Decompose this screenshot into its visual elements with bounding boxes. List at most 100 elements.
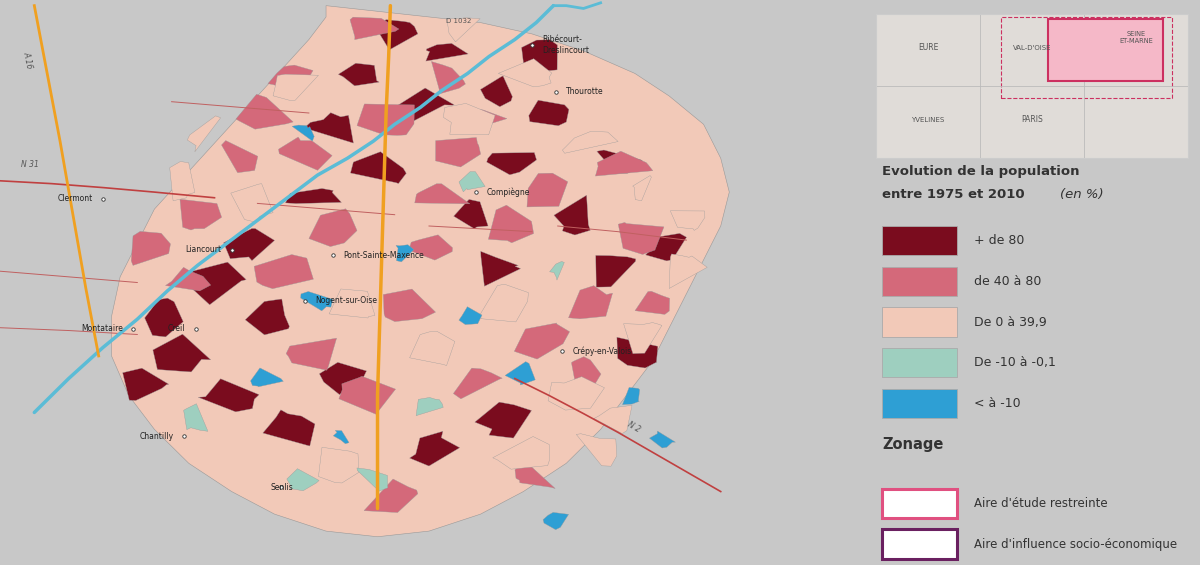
- Polygon shape: [505, 362, 535, 385]
- Polygon shape: [522, 40, 557, 72]
- Text: Ribécourt-
Dreslincourt: Ribécourt- Dreslincourt: [542, 36, 589, 55]
- Polygon shape: [646, 233, 686, 261]
- Polygon shape: [184, 262, 246, 305]
- Text: Creil: Creil: [168, 324, 185, 333]
- Polygon shape: [122, 368, 169, 401]
- Text: De 0 à 39,9: De 0 à 39,9: [974, 315, 1048, 329]
- Polygon shape: [223, 228, 275, 260]
- Polygon shape: [112, 6, 730, 537]
- Polygon shape: [274, 74, 318, 101]
- Text: < à -10: < à -10: [974, 397, 1021, 410]
- Polygon shape: [396, 245, 414, 262]
- Text: N 2: N 2: [626, 420, 642, 434]
- Polygon shape: [458, 172, 485, 192]
- Polygon shape: [671, 211, 704, 231]
- Polygon shape: [480, 284, 528, 322]
- Polygon shape: [356, 468, 388, 491]
- Polygon shape: [469, 110, 506, 130]
- FancyBboxPatch shape: [882, 307, 958, 337]
- Polygon shape: [308, 209, 358, 246]
- Polygon shape: [475, 402, 532, 438]
- Polygon shape: [595, 255, 636, 287]
- Polygon shape: [222, 141, 258, 173]
- Polygon shape: [287, 469, 319, 491]
- Polygon shape: [571, 357, 601, 388]
- Polygon shape: [498, 59, 552, 87]
- Text: entre 1975 et 2010: entre 1975 et 2010: [882, 188, 1030, 201]
- Text: Evolution de la population: Evolution de la population: [882, 165, 1080, 178]
- Polygon shape: [632, 176, 652, 201]
- Polygon shape: [527, 173, 568, 207]
- Text: Pont-Sainte-Maxence: Pont-Sainte-Maxence: [343, 251, 424, 260]
- Polygon shape: [263, 410, 314, 446]
- Polygon shape: [409, 331, 455, 366]
- Polygon shape: [1048, 19, 1163, 81]
- Polygon shape: [649, 431, 676, 448]
- Polygon shape: [319, 362, 366, 395]
- Polygon shape: [436, 137, 481, 167]
- Polygon shape: [624, 323, 662, 354]
- Polygon shape: [254, 255, 313, 289]
- Polygon shape: [230, 184, 274, 222]
- Text: Aire d'étude restreinte: Aire d'étude restreinte: [974, 497, 1108, 510]
- Text: Zonage: Zonage: [882, 437, 943, 452]
- Polygon shape: [454, 368, 503, 399]
- Polygon shape: [251, 368, 283, 387]
- Polygon shape: [569, 286, 612, 319]
- Text: SEINE
ET-MARNE: SEINE ET-MARNE: [1120, 31, 1153, 44]
- Polygon shape: [292, 125, 314, 141]
- Polygon shape: [338, 63, 379, 86]
- Polygon shape: [515, 462, 556, 489]
- Polygon shape: [318, 447, 359, 483]
- Polygon shape: [383, 289, 436, 321]
- Polygon shape: [305, 112, 354, 143]
- Text: Liancourt: Liancourt: [185, 245, 221, 254]
- Polygon shape: [236, 94, 293, 129]
- Polygon shape: [481, 251, 521, 286]
- Polygon shape: [544, 512, 569, 529]
- Polygon shape: [432, 62, 466, 94]
- Polygon shape: [576, 434, 617, 466]
- Polygon shape: [493, 437, 550, 469]
- Polygon shape: [338, 376, 396, 414]
- Text: Aire d'influence socio-économique: Aire d'influence socio-économique: [974, 537, 1177, 551]
- Polygon shape: [169, 162, 194, 201]
- Text: Thourotte: Thourotte: [566, 87, 604, 96]
- Polygon shape: [480, 76, 512, 107]
- Polygon shape: [152, 334, 211, 372]
- FancyBboxPatch shape: [882, 389, 958, 418]
- Polygon shape: [145, 298, 184, 337]
- Polygon shape: [329, 289, 374, 318]
- Polygon shape: [198, 379, 259, 412]
- Text: de 40 à 80: de 40 à 80: [974, 275, 1042, 288]
- FancyBboxPatch shape: [882, 529, 958, 559]
- Polygon shape: [563, 131, 618, 153]
- Polygon shape: [350, 152, 407, 184]
- Text: Clermont: Clermont: [58, 194, 92, 203]
- Text: YVELINES: YVELINES: [912, 117, 944, 123]
- Text: Montataire: Montataire: [80, 324, 122, 333]
- Text: De -10 à -0,1: De -10 à -0,1: [974, 356, 1056, 370]
- Polygon shape: [444, 103, 496, 134]
- Text: + de 80: + de 80: [974, 234, 1025, 247]
- Polygon shape: [300, 292, 332, 311]
- Polygon shape: [350, 17, 398, 40]
- Polygon shape: [515, 323, 570, 359]
- Text: Senlis: Senlis: [270, 483, 293, 492]
- Polygon shape: [548, 377, 605, 410]
- Text: N 31: N 31: [22, 160, 40, 169]
- Polygon shape: [356, 104, 414, 136]
- Polygon shape: [286, 189, 342, 203]
- FancyBboxPatch shape: [882, 348, 958, 377]
- Polygon shape: [595, 151, 653, 176]
- Polygon shape: [617, 337, 658, 368]
- Text: VAL-D'OISE: VAL-D'OISE: [1013, 45, 1051, 51]
- Polygon shape: [180, 199, 222, 230]
- Polygon shape: [426, 44, 468, 61]
- Text: Chantilly: Chantilly: [140, 432, 174, 441]
- Polygon shape: [334, 431, 349, 444]
- Polygon shape: [554, 195, 590, 235]
- Polygon shape: [409, 431, 460, 466]
- Text: A 16: A 16: [22, 51, 34, 70]
- Polygon shape: [409, 235, 452, 260]
